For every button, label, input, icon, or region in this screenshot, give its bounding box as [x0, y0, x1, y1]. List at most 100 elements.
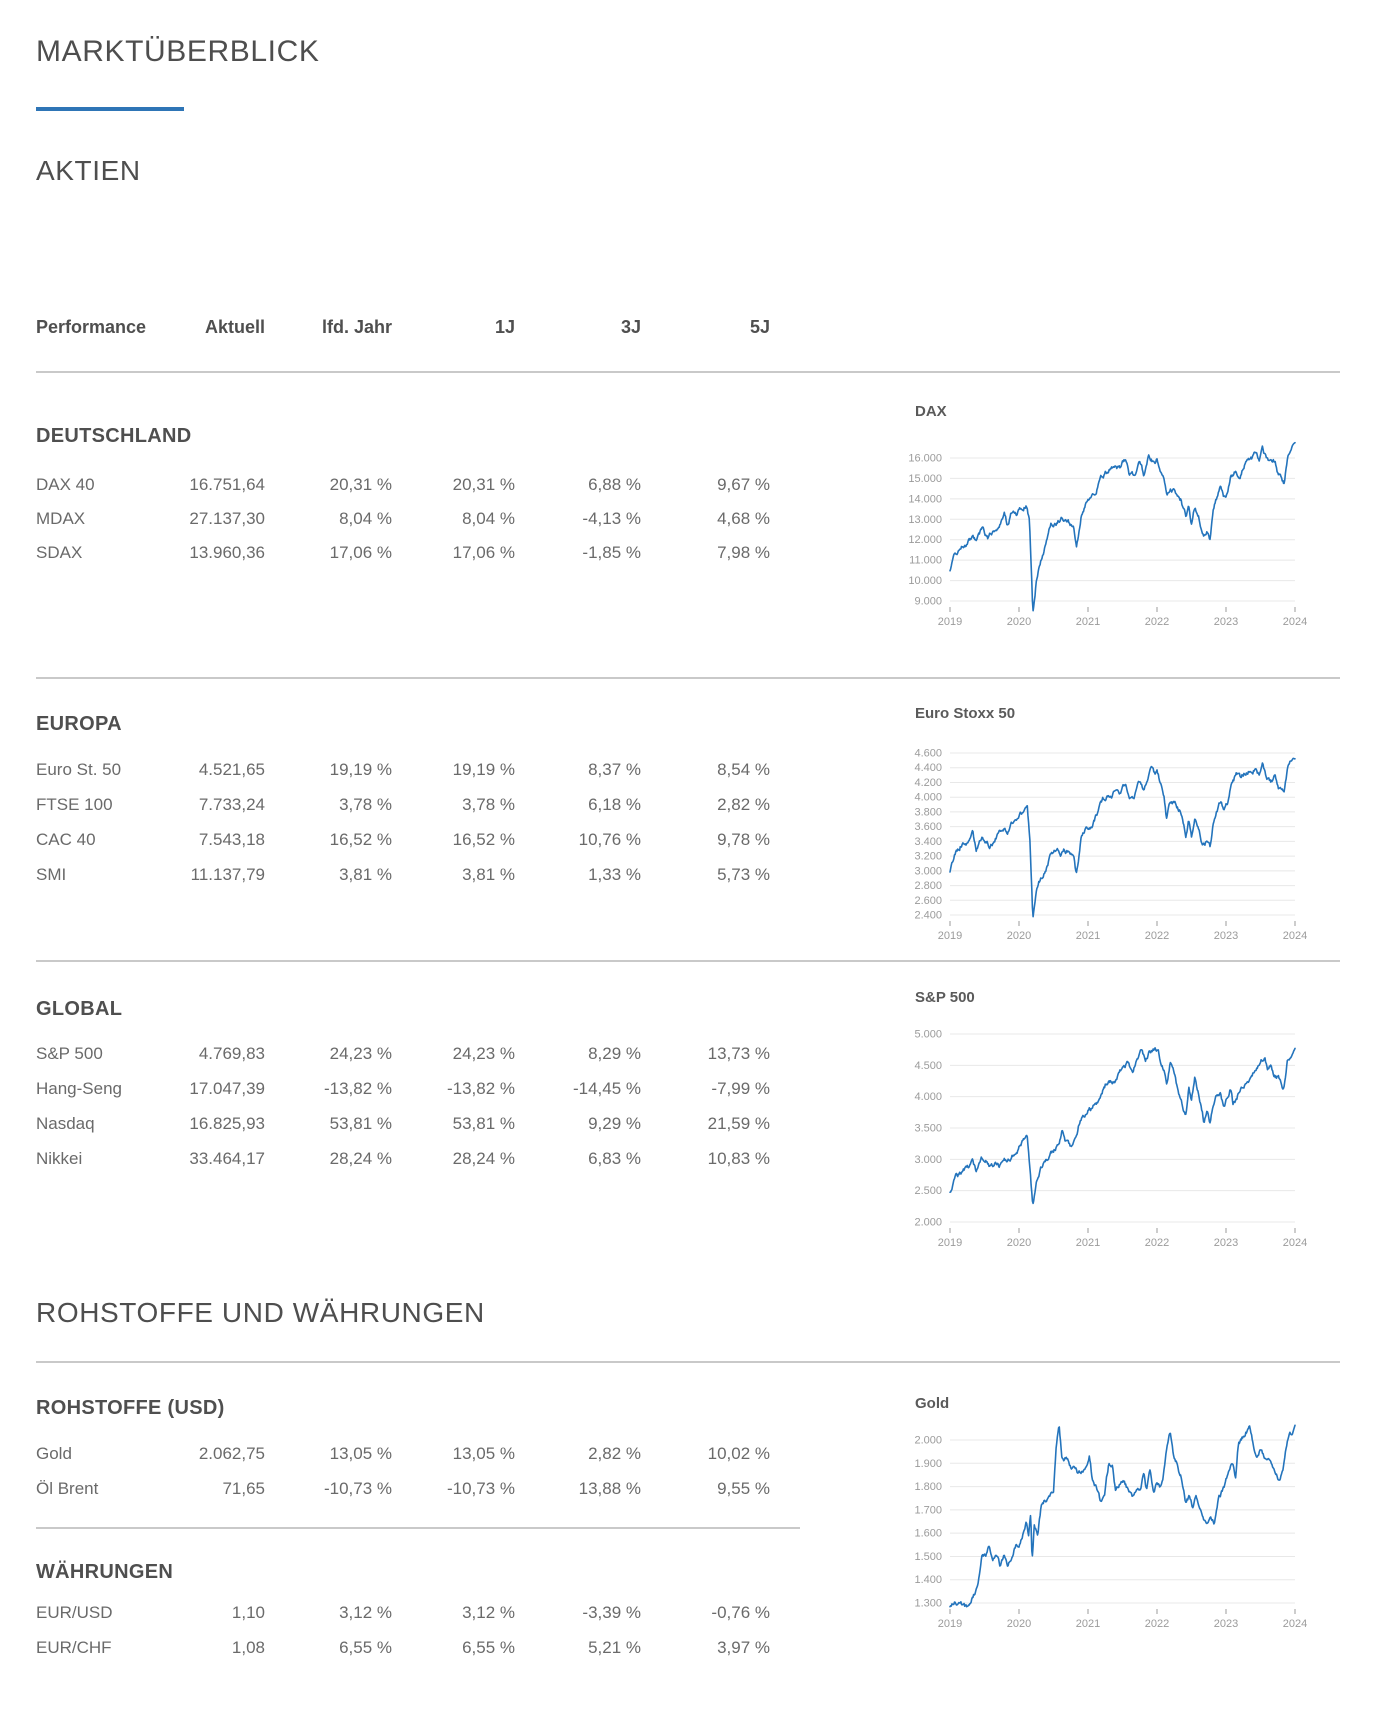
- y-axis-tick-label: 3.400: [914, 836, 942, 848]
- y-axis-tick-label: 9.000: [914, 596, 942, 608]
- value-lfd-jahr: 16,52 %: [329, 830, 392, 849]
- x-axis-tick-label: 2022: [1145, 930, 1169, 942]
- value-aktuell: 13.960,36: [189, 543, 265, 562]
- rohstoffe-waehrungen-heading: ROHSTOFFE UND WÄHRUNGEN: [36, 1297, 485, 1328]
- value-1j: 3,81 %: [462, 865, 515, 884]
- y-axis-tick-label: 1.700: [914, 1504, 942, 1516]
- x-axis-tick-label: 2020: [1007, 1618, 1031, 1630]
- y-axis-tick-label: 10.000: [908, 575, 942, 587]
- y-axis-tick-label: 3.600: [914, 821, 942, 833]
- section-heading-rohstoffe: ROHSTOFFE (USD): [36, 1397, 225, 1419]
- y-axis-tick-label: 1.800: [914, 1481, 942, 1493]
- column-header-1j: 1J: [494, 317, 515, 337]
- y-axis-tick-label: 14.000: [908, 493, 942, 505]
- x-axis-tick-label: 2023: [1214, 930, 1238, 942]
- value-3j: -3,39 %: [582, 1603, 641, 1622]
- table-row-gold: Gold 2.062,75 13,05 % 13,05 % 2,82 % 10,02 %: [36, 1436, 770, 1471]
- x-axis-tick-label: 2024: [1283, 1618, 1307, 1630]
- y-axis-tick-label: 3.000: [914, 1154, 942, 1166]
- y-axis-tick-label: 3.500: [914, 1122, 942, 1134]
- section-heading-europa: EUROPA: [36, 713, 122, 735]
- x-axis-tick-label: 2019: [938, 1618, 962, 1630]
- y-axis-tick-label: 2.400: [914, 910, 942, 922]
- value-lfd-jahr: -13,82 %: [323, 1079, 392, 1098]
- y-axis-tick-label: 1.600: [914, 1528, 942, 1540]
- table-row-eur-usd: EUR/USD 1,10 3,12 % 3,12 % -3,39 % -0,76 %: [36, 1595, 770, 1630]
- column-header-5j: 5J: [749, 317, 770, 337]
- value-5j: 8,54 %: [717, 760, 770, 779]
- value-lfd-jahr: 28,24 %: [329, 1149, 392, 1168]
- value-aktuell: 71,65: [222, 1479, 265, 1498]
- x-axis-tick-label: 2022: [1145, 1618, 1169, 1630]
- value-3j: 8,29 %: [588, 1044, 641, 1063]
- value-1j: 3,78 %: [462, 795, 515, 814]
- chart-line-gold: [949, 1424, 1296, 1608]
- instrument-label: S&P 500: [36, 1044, 103, 1063]
- chart-euro-stoxx-50: 4.600 4.400 4.200 4.000 3.800 3.600 3.400 3.200…: [914, 748, 1307, 943]
- value-3j: -4,13 %: [582, 509, 641, 528]
- value-5j: 5,73 %: [717, 865, 770, 884]
- value-1j: 16,52 %: [452, 830, 515, 849]
- chart-gold: 2.000 1.900 1.800 1.700 1.600 1.500 1.400 1.300…: [914, 1424, 1307, 1630]
- x-axis-tick-label: 2021: [1076, 616, 1100, 628]
- value-5j: 9,55 %: [717, 1479, 770, 1498]
- value-5j: 3,97 %: [717, 1638, 770, 1657]
- table-row-nikkei: Nikkei 33.464,17 28,24 % 28,24 % 6,83 % 10,83…: [36, 1141, 770, 1176]
- value-3j: 6,88 %: [588, 475, 641, 494]
- value-5j: 4,68 %: [717, 509, 770, 528]
- value-1j: 6,55 %: [462, 1638, 515, 1657]
- chart-line-s-p-500: [949, 1046, 1296, 1205]
- column-header-aktuell: Aktuell: [204, 317, 265, 337]
- chart-line-euro-stoxx-50: [949, 757, 1296, 918]
- y-axis-tick-label: 3.800: [914, 806, 942, 818]
- instrument-label: Euro St. 50: [36, 760, 122, 779]
- column-header-performance: Performance: [36, 317, 147, 337]
- instrument-label: SDAX: [36, 543, 83, 562]
- y-axis-tick-label: 1.500: [914, 1551, 942, 1563]
- value-aktuell: 33.464,17: [189, 1149, 265, 1168]
- table-row-sdax: SDAX 13.960,36 17,06 % 17,06 % -1,85 % 7,98 %: [36, 536, 770, 570]
- value-3j: 6,83 %: [588, 1149, 641, 1168]
- value-lfd-jahr: 13,05 %: [329, 1444, 392, 1463]
- value-lfd-jahr: 3,12 %: [339, 1603, 392, 1622]
- value-1j: 17,06 %: [452, 543, 515, 562]
- x-axis-tick-label: 2019: [938, 1237, 962, 1249]
- divider-europa-global: [36, 960, 1340, 962]
- divider-waehrungen: [36, 1527, 800, 1529]
- table-header: Performance Aktuell lfd. Jahr 1J 3J 5J: [36, 312, 770, 342]
- value-1j: -13,82 %: [446, 1079, 515, 1098]
- table-row-smi: SMI 11.137,79 3,81 % 3,81 % 1,33 % 5,73 %: [36, 857, 770, 892]
- chart-title-gold: Gold: [915, 1395, 950, 1412]
- y-axis-tick-label: 15.000: [908, 473, 942, 485]
- divider-rohstoffe: [36, 1361, 1340, 1363]
- page-title: MARKTÜBERBLICK: [36, 35, 320, 68]
- instrument-label: MDAX: [36, 509, 86, 528]
- value-lfd-jahr: 20,31 %: [329, 475, 392, 494]
- x-axis-tick-label: 2021: [1076, 1237, 1100, 1249]
- value-aktuell: 2.062,75: [198, 1444, 265, 1463]
- y-axis-tick-label: 5.000: [914, 1029, 942, 1041]
- instrument-label: FTSE 100: [36, 795, 113, 814]
- y-axis-tick-label: 2.800: [914, 880, 942, 892]
- value-1j: -10,73 %: [446, 1479, 515, 1498]
- y-axis-tick-label: 2.600: [914, 895, 942, 907]
- y-axis-tick-label: 13.000: [908, 514, 942, 526]
- value-aktuell: 4.769,83: [198, 1044, 265, 1063]
- x-axis-tick-label: 2023: [1214, 1618, 1238, 1630]
- column-header-3j: 3J: [620, 317, 641, 337]
- value-5j: 10,02 %: [707, 1444, 770, 1463]
- x-axis-tick-label: 2024: [1283, 930, 1307, 942]
- y-axis-tick-label: 3.200: [914, 851, 942, 863]
- chart-dax: 16.000 15.000 14.000 13.000 12.000 11.000 10.0…: [908, 441, 1307, 628]
- table-row-cac-40: CAC 40 7.543,18 16,52 % 16,52 % 10,76 % 9,78 …: [36, 822, 770, 857]
- chart-s-p-500: 5.000 4.500 4.000 3.500 3.000 2.500 2.000 2019 2…: [914, 1029, 1307, 1249]
- y-axis-tick-label: 4.200: [914, 777, 942, 789]
- value-lfd-jahr: 3,81 %: [339, 865, 392, 884]
- x-axis-tick-label: 2021: [1076, 1618, 1100, 1630]
- x-axis-tick-label: 2020: [1007, 930, 1031, 942]
- value-5j: 7,98 %: [717, 543, 770, 562]
- value-lfd-jahr: 19,19 %: [329, 760, 392, 779]
- x-axis-tick-label: 2022: [1145, 616, 1169, 628]
- x-axis-tick-label: 2024: [1283, 616, 1307, 628]
- value-aktuell: 1,10: [231, 1603, 265, 1622]
